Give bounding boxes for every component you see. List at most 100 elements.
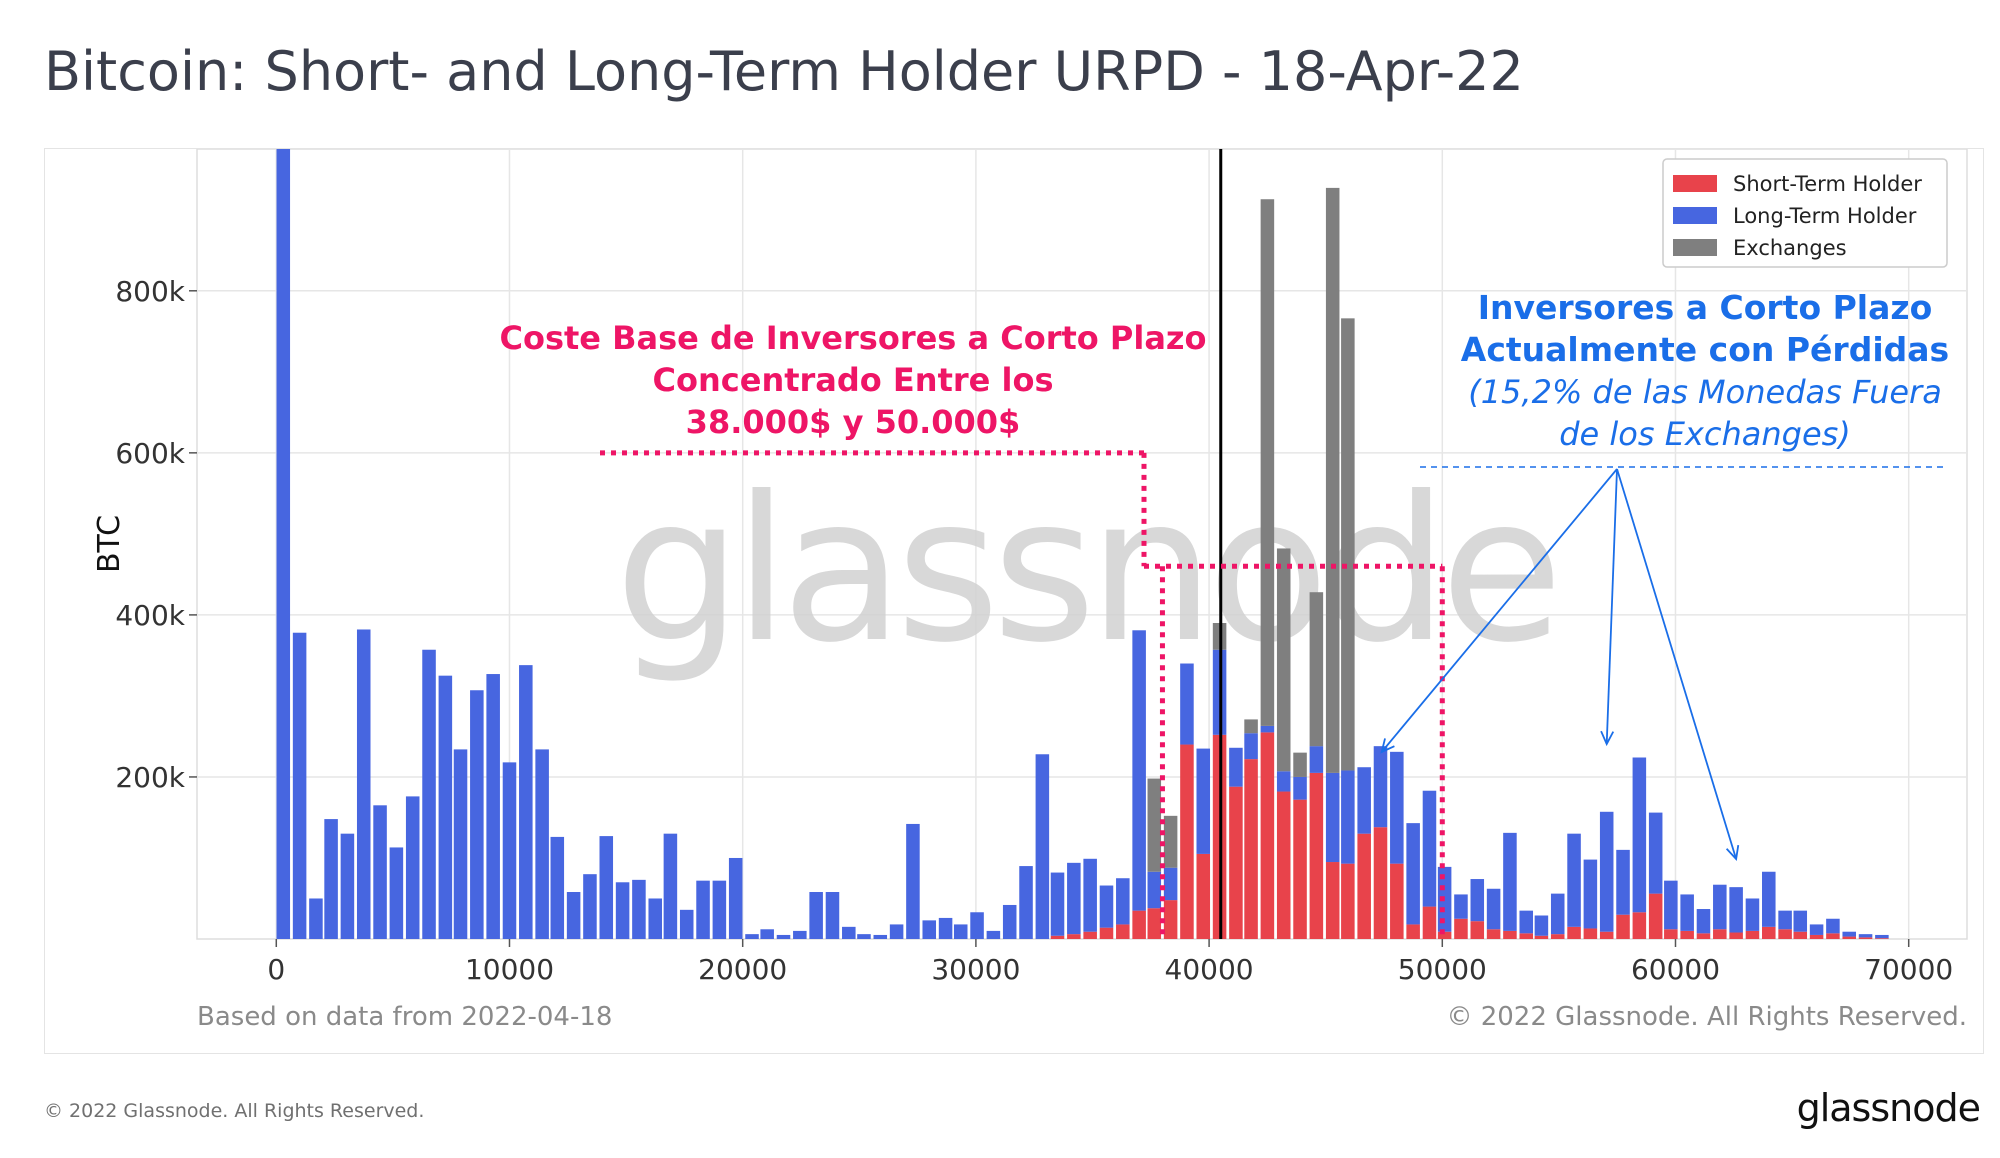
bar-exchanges <box>1147 778 1162 872</box>
bar-long-term-holder <box>1875 934 1889 939</box>
bar-long-term-holder <box>1486 888 1501 930</box>
bar-long-term-holder <box>1567 833 1581 927</box>
blue-annotation-italic-line: de los Exchanges) <box>1559 415 1851 453</box>
bar-long-term-holder <box>1357 767 1371 834</box>
bar-short-term-holder <box>1550 934 1565 939</box>
bar-exchanges <box>1163 815 1178 868</box>
bar-long-term-holder <box>453 749 468 939</box>
bar-short-term-holder <box>1422 906 1437 939</box>
bar-long-term-holder <box>1116 878 1130 925</box>
bar-long-term-holder <box>712 880 727 939</box>
bar-long-term-holder <box>1132 630 1146 911</box>
bar-long-term-holder <box>857 934 871 939</box>
bar-short-term-holder <box>1534 935 1549 939</box>
bar-long-term-holder <box>1534 915 1549 936</box>
bar-long-term-holder <box>825 892 840 939</box>
bar-short-term-holder <box>1163 900 1178 939</box>
bar-short-term-holder <box>1778 929 1792 939</box>
bar-exchanges <box>1260 199 1275 726</box>
bar-long-term-holder <box>276 149 291 939</box>
bar-long-term-holder <box>389 847 404 939</box>
x-tick-label: 60000 <box>1631 953 1720 986</box>
bar-long-term-holder <box>1778 910 1792 930</box>
legend-label: Long-Term Holder <box>1733 204 1917 228</box>
bar-short-term-holder <box>1842 936 1857 939</box>
blue-annotation-bold-line: Actualmente con Pérdidas <box>1461 330 1949 369</box>
y-tick-label: 800k <box>115 275 185 308</box>
blue-arrow-line <box>1380 468 1618 753</box>
bar-short-term-holder <box>1696 933 1711 939</box>
bar-short-term-holder <box>1648 893 1663 939</box>
bar-long-term-holder <box>422 649 436 939</box>
bar-long-term-holder <box>1341 770 1355 864</box>
bar-short-term-holder <box>1809 934 1824 939</box>
bar-short-term-holder <box>1083 931 1097 939</box>
bar-long-term-holder <box>1599 811 1614 932</box>
bar-long-term-holder <box>438 675 453 939</box>
bar-short-term-holder <box>1067 934 1081 939</box>
bar-long-term-holder <box>502 762 517 939</box>
bar-long-term-holder <box>1196 748 1211 854</box>
bar-short-term-holder <box>1325 862 1340 939</box>
bar-long-term-holder <box>809 892 823 939</box>
bar-short-term-holder <box>1341 863 1355 939</box>
bar-long-term-holder <box>1454 894 1468 919</box>
bar-short-term-holder <box>1745 930 1760 939</box>
bar-long-term-holder <box>1067 862 1081 935</box>
bar-long-term-holder <box>873 934 888 939</box>
note-data-date: Based on data from 2022-04-18 <box>197 1002 612 1032</box>
urpd-chart: 200k 400k 600k 800k 0 10000 20000 30000 40000 500… <box>92 149 1968 1032</box>
legend-swatch-short-term-holder <box>1673 175 1717 192</box>
bar-long-term-holder <box>1632 757 1647 913</box>
bar-short-term-holder <box>1583 928 1598 939</box>
bar-long-term-holder <box>1713 884 1727 930</box>
bar-long-term-holder <box>324 819 338 939</box>
bar-long-term-holder <box>1616 849 1630 915</box>
bar-long-term-holder <box>986 930 1001 939</box>
bar-short-term-holder <box>1437 931 1452 939</box>
bar-long-term-holder <box>1519 910 1534 934</box>
bar-long-term-holder <box>1229 747 1243 787</box>
bar-long-term-holder <box>1002 904 1017 939</box>
pink-annotation-line: 38.000$ y 50.000$ <box>686 403 1021 441</box>
note-copyright: © 2022 Glassnode. All Rights Reserved. <box>1446 1002 1967 1032</box>
bar-exchanges <box>1293 752 1307 777</box>
bar-long-term-holder <box>1470 879 1485 922</box>
legend-box <box>1662 158 1948 268</box>
bar-long-term-holder <box>1745 898 1760 931</box>
blue-arrow-line <box>1616 468 1737 860</box>
bar-long-term-holder <box>906 823 920 939</box>
bar-short-term-holder <box>1116 924 1130 939</box>
bar-long-term-holder <box>696 880 710 939</box>
bar-long-term-holder <box>1550 893 1565 935</box>
bar-short-term-holder <box>1503 930 1517 939</box>
footer-copyright: © 2022 Glassnode. All Rights Reserved. <box>44 1100 425 1122</box>
bar-short-term-holder <box>1616 914 1630 939</box>
bar-long-term-holder <box>1260 725 1275 733</box>
bar-short-term-holder <box>1390 863 1404 939</box>
bar-exchanges <box>1309 592 1324 747</box>
bar-long-term-holder <box>970 912 984 939</box>
watermark-glassnode: glassnode <box>615 454 1556 687</box>
bar-long-term-holder <box>793 930 807 939</box>
chart-frame: 200k 400k 600k 800k 0 10000 20000 30000 40000 500… <box>44 148 1984 1054</box>
bar-long-term-holder <box>1729 887 1743 933</box>
bar-short-term-holder <box>1132 910 1146 939</box>
bar-long-term-holder <box>356 629 371 939</box>
bar-long-term-holder <box>953 924 968 939</box>
x-tick-label: 70000 <box>1864 953 1953 986</box>
bar-long-term-holder <box>1696 909 1711 934</box>
bar-long-term-holder <box>1664 880 1678 930</box>
bar-long-term-holder <box>1503 832 1517 931</box>
bar-short-term-holder <box>1875 938 1889 939</box>
bar-long-term-holder <box>1180 663 1194 745</box>
bar-long-term-holder <box>1809 924 1824 935</box>
page-title: Bitcoin: Short- and Long-Term Holder URP… <box>44 40 1524 103</box>
x-tick-label: 40000 <box>1165 953 1254 986</box>
blue-annotation-italic-line: (15,2% de las Monedas Fuera <box>1468 373 1942 411</box>
bar-short-term-holder <box>1470 921 1485 939</box>
bar-short-term-holder <box>1373 827 1388 939</box>
pink-annotation-line: Concentrado Entre los <box>653 361 1054 399</box>
bar-long-term-holder <box>1826 918 1840 934</box>
y-axis-label: BTC <box>92 515 127 573</box>
